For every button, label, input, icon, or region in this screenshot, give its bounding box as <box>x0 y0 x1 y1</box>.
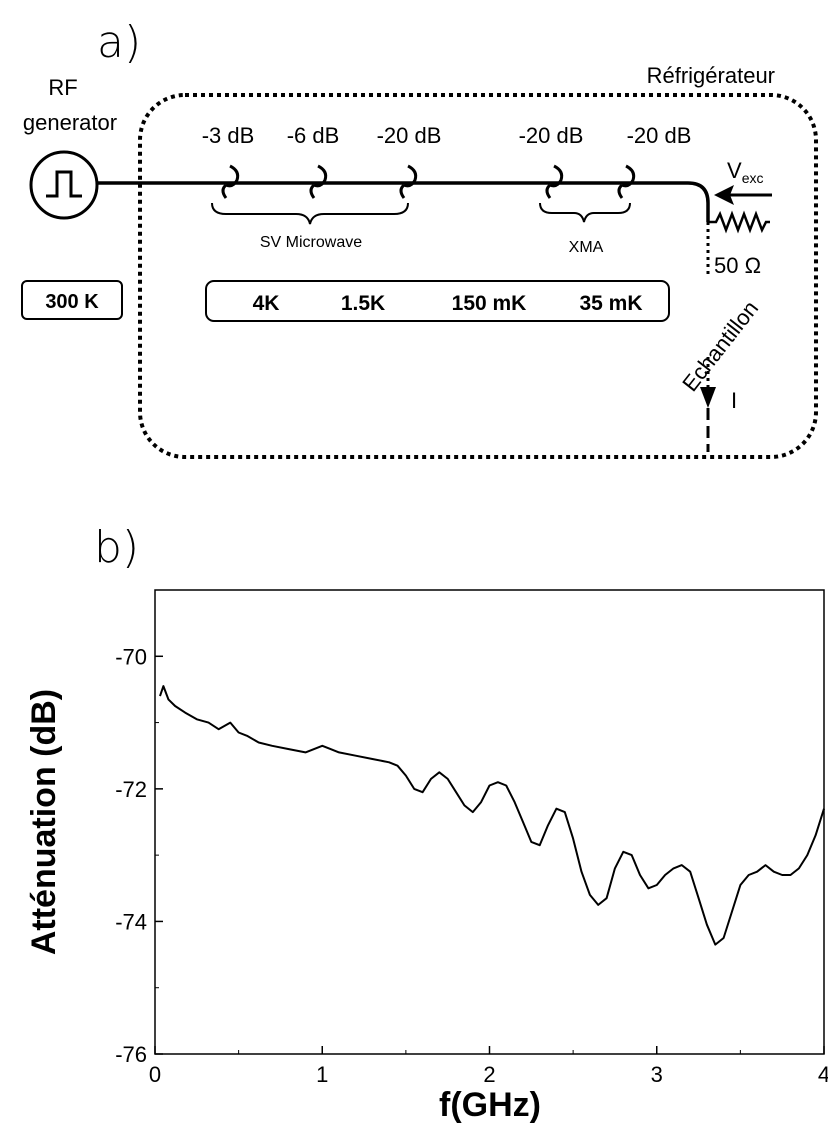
rf-generator-circle <box>29 150 99 220</box>
pulse-icon <box>46 170 82 198</box>
attenuator-symbols <box>221 164 636 199</box>
attenuator-curl-symbol <box>221 183 228 199</box>
x-tick-label: 4 <box>818 1062 828 1087</box>
attenuator-curl-symbol <box>403 164 418 188</box>
panel-a-label: a) <box>97 17 141 68</box>
current-label: I <box>731 388 737 413</box>
attenuator-label: -6 dB <box>287 123 340 148</box>
room-temperature-box <box>21 280 123 320</box>
y-tick-label: -72 <box>115 777 147 802</box>
group-label-sv-microwave: SV Microwave <box>260 234 362 251</box>
resistor-50-ohm-symbol <box>708 210 770 234</box>
x-tick-label: 3 <box>651 1062 663 1087</box>
stage-label: 4K <box>253 292 280 315</box>
attenuator-curl-symbol <box>549 164 564 188</box>
stage-label: 1.5K <box>341 292 385 315</box>
panel-b-label: b) <box>94 522 139 573</box>
x-tick-label: 1 <box>316 1062 328 1087</box>
panel-b: b) 0 1 2 3 4 -70 -72 -74 -76 f(GHz) Atténuation… <box>25 522 828 1124</box>
panel-a: a) Réfrigérateur RF generator -3 dB -6 d… <box>21 17 818 459</box>
y-axis-label: Atténuation (dB) <box>25 689 63 955</box>
attenuator-curl-symbol <box>225 164 240 188</box>
y-tick-label: -74 <box>115 909 147 934</box>
xma-brace <box>539 202 631 223</box>
stage-label: 35 mK <box>579 292 642 315</box>
attenuator-label: -3 dB <box>202 123 255 148</box>
x-axis-ticks: 0 1 2 3 4 <box>149 1046 828 1087</box>
sample-label: Echantillon <box>677 296 763 396</box>
group-label-xma: XMA <box>569 239 604 256</box>
attenuator-label: -20 dB <box>627 123 692 148</box>
vexc-label: Vexc <box>727 158 763 186</box>
attenuator-label: -20 dB <box>377 123 442 148</box>
attenuator-labels: -3 dB -6 dB -20 dB -20 dB -20 dB <box>202 123 692 148</box>
attenuator-curl-symbol <box>313 164 328 188</box>
x-axis-label: f(GHz) <box>439 1086 541 1124</box>
attenuator-curl-symbol <box>545 183 552 199</box>
current-arrowhead <box>700 387 716 408</box>
attenuator-curl-symbol <box>617 183 624 199</box>
room-temperature-label: 300 K <box>45 291 99 313</box>
refrigerator-label: Réfrigérateur <box>647 63 775 88</box>
plot-frame <box>154 589 825 1055</box>
attenuator-curl-symbol <box>309 183 316 199</box>
refrigerator-outline <box>138 93 818 459</box>
sv-microwave-brace <box>211 202 409 225</box>
attenuator-curl-symbol <box>399 183 406 199</box>
rf-generator-label-line1: RF <box>48 75 77 100</box>
temperature-stages-box <box>205 280 670 322</box>
vexc-arrowhead <box>714 185 734 205</box>
y-tick-label: -76 <box>115 1042 147 1067</box>
y-tick-label: -70 <box>115 644 147 669</box>
attenuator-curl-symbol <box>621 164 636 188</box>
x-tick-label: 0 <box>149 1062 161 1087</box>
x-tick-label: 2 <box>483 1062 495 1087</box>
attenuator-label: -20 dB <box>519 123 584 148</box>
y-axis-ticks: -70 -72 -74 -76 <box>115 589 163 1067</box>
transmission-line <box>97 181 710 222</box>
stage-label: 150 mK <box>452 292 527 315</box>
resistor-label: 50 Ω <box>714 253 761 278</box>
rf-generator-label-line2: generator <box>23 110 117 135</box>
attenuation-series-line <box>159 685 825 946</box>
